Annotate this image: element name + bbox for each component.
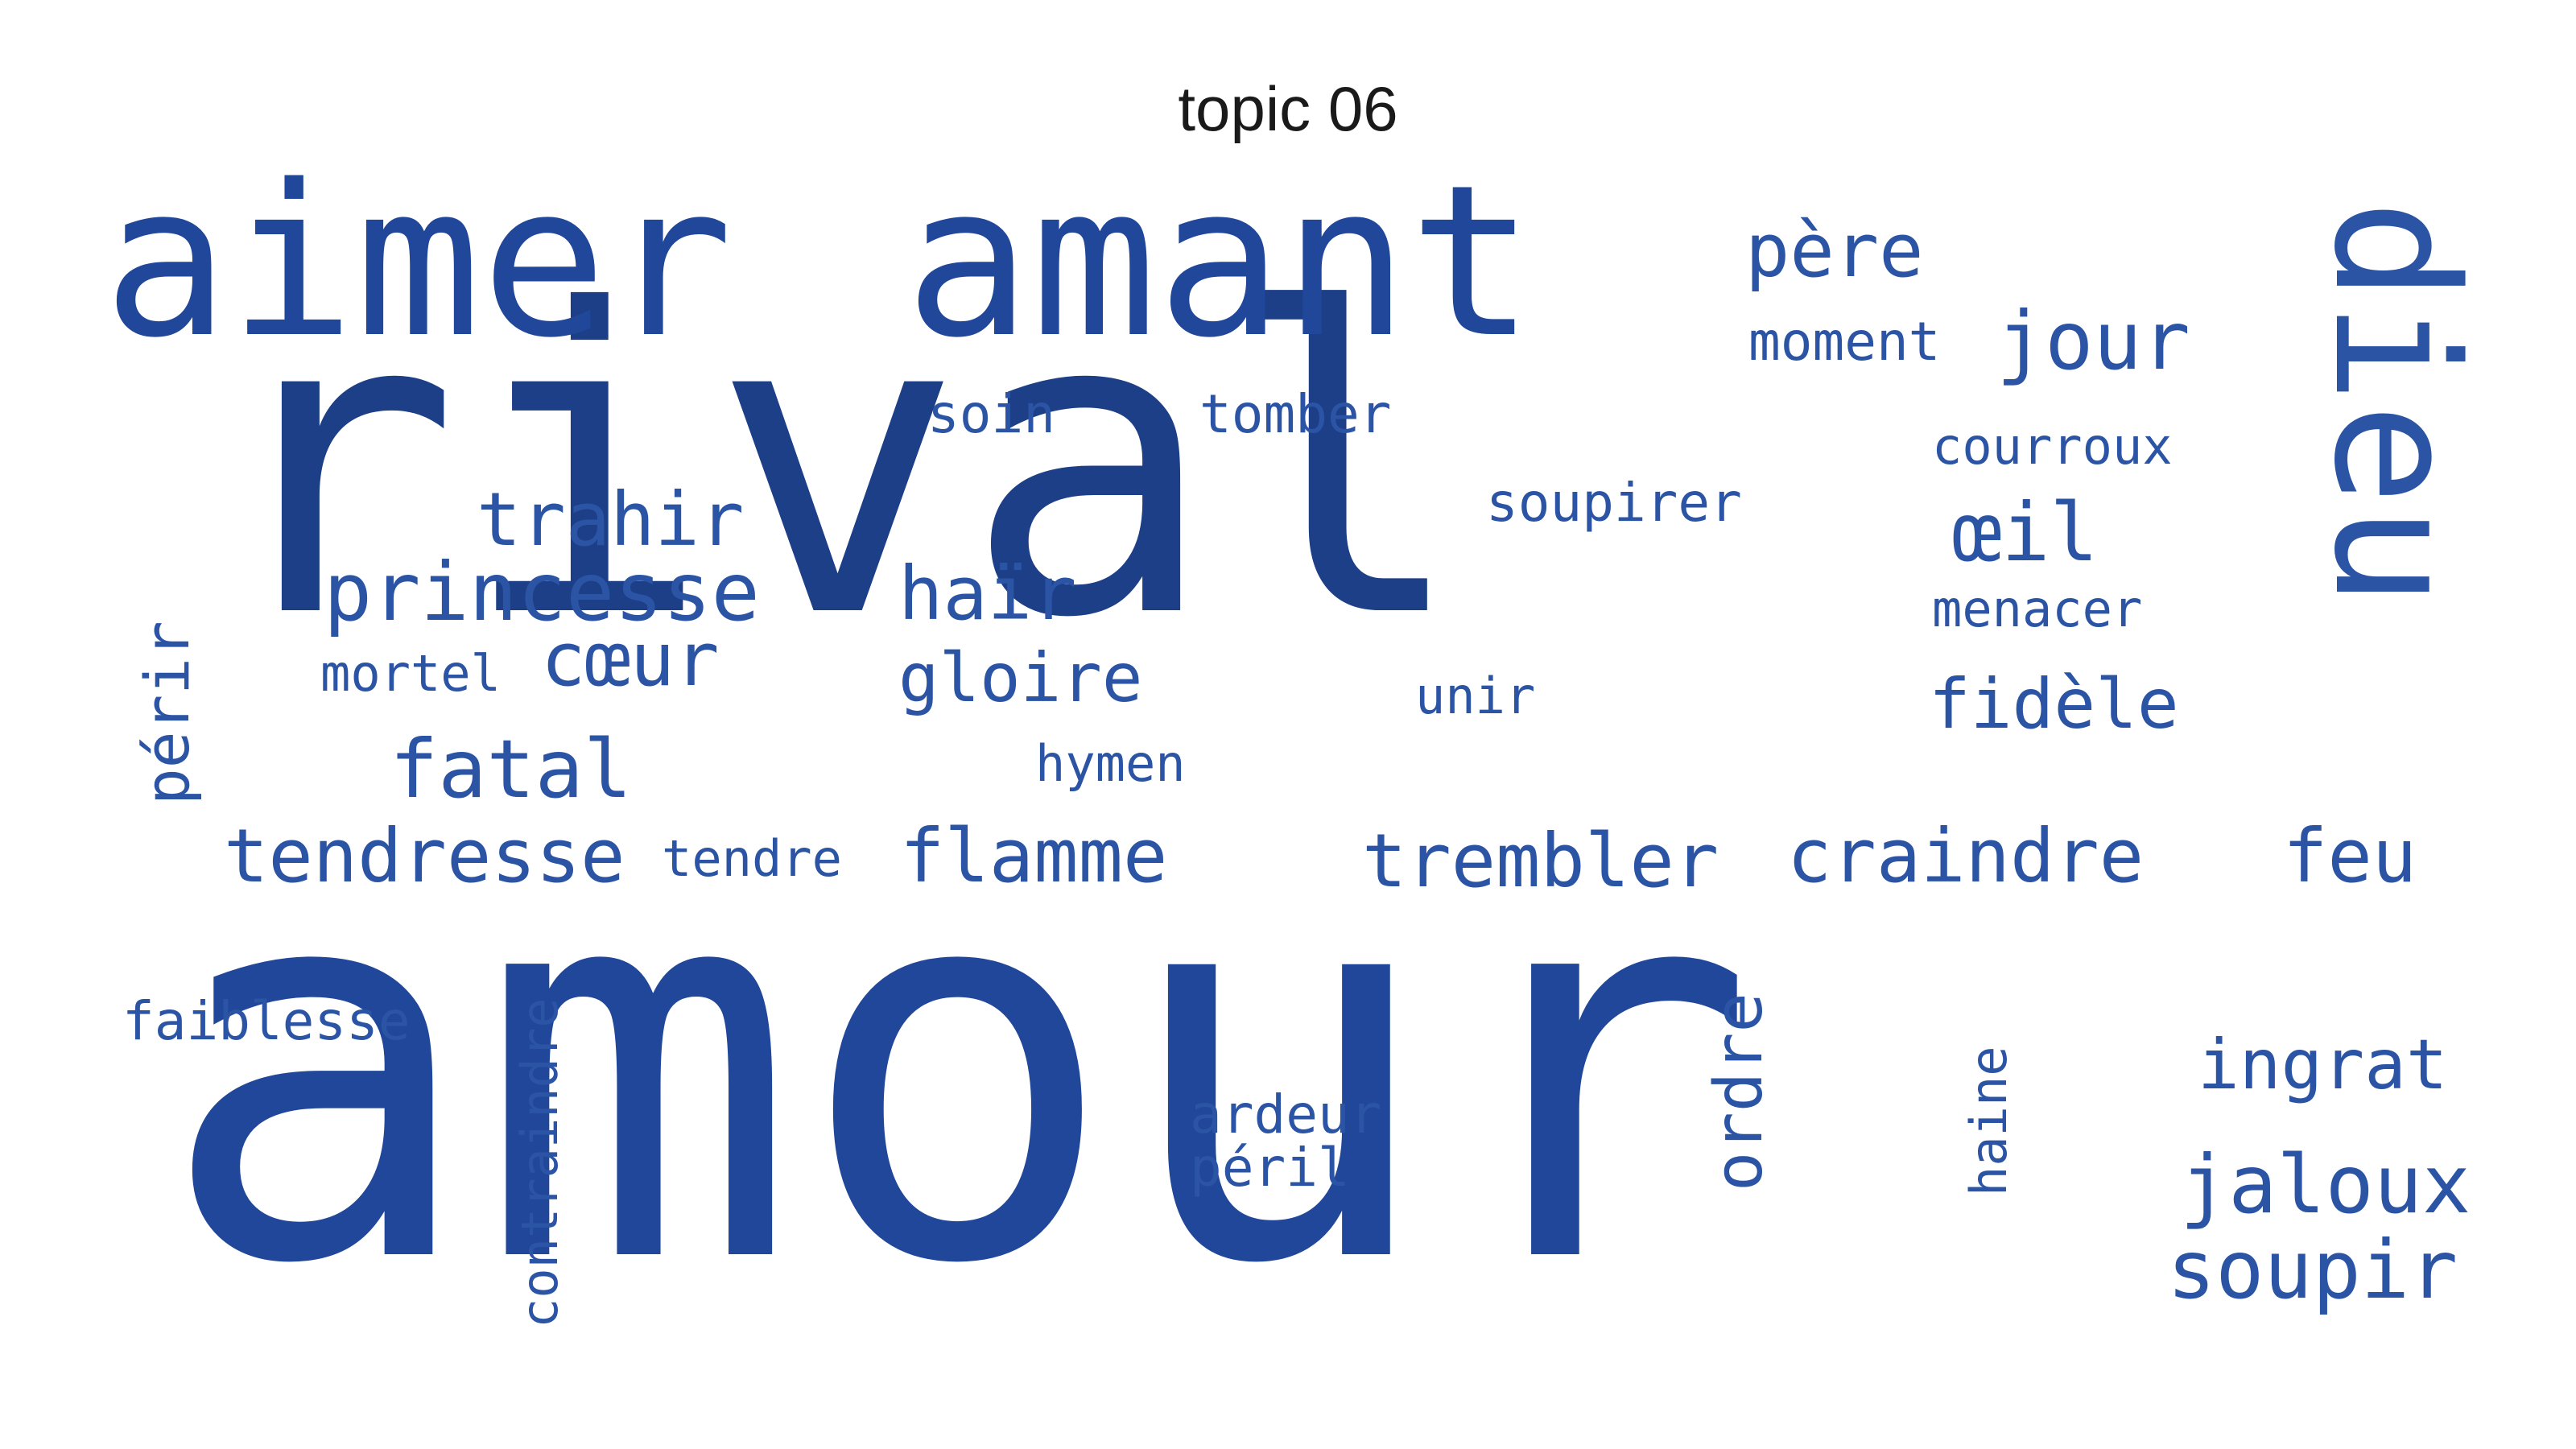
- cloud-word-9: soin: [927, 383, 1055, 445]
- cloud-word-21: unir: [1415, 667, 1536, 725]
- cloud-word-23: périr: [131, 621, 203, 805]
- cloud-word-5: dieu: [2297, 200, 2494, 607]
- cloud-word-13: trahir: [477, 477, 745, 563]
- cloud-word-2: rival: [208, 221, 1468, 709]
- cloud-word-15: princesse: [324, 545, 760, 639]
- cloud-word-14: œil: [1953, 485, 2099, 580]
- cloud-word-31: feu: [2283, 813, 2417, 899]
- cloud-word-8: jour: [1996, 294, 2190, 388]
- cloud-word-3: aimer: [103, 141, 733, 384]
- cloud-word-25: hymen: [1035, 734, 1186, 793]
- cloud-word-40: soupir: [2167, 1223, 2458, 1317]
- cloud-word-28: flamme: [900, 813, 1168, 899]
- cloud-word-33: contraindre: [510, 997, 569, 1328]
- cloud-word-11: courroux: [1932, 417, 2173, 476]
- cloud-word-10: tomber: [1199, 383, 1392, 445]
- cloud-word-17: menacer: [1932, 580, 2143, 638]
- cloud-word-29: trembler: [1362, 818, 1719, 904]
- cloud-word-18: cœur: [541, 617, 720, 703]
- cloud-word-22: fidèle: [1929, 664, 2179, 745]
- cloud-word-36: haine: [1959, 1046, 2018, 1196]
- cloud-word-37: ardeur: [1190, 1084, 1382, 1146]
- cloud-word-16: haïr: [898, 551, 1077, 637]
- cloud-word-26: tendresse: [224, 813, 625, 899]
- cloud-word-30: craindre: [1787, 813, 2145, 899]
- cloud-word-34: ordre: [1701, 993, 1777, 1191]
- cloud-word-12: soupirer: [1486, 472, 1742, 534]
- cloud-word-27: tendre: [662, 829, 842, 888]
- cloud-word-19: mortel: [320, 644, 501, 703]
- cloud-word-20: gloire: [898, 638, 1143, 717]
- cloud-word-7: moment: [1748, 311, 1941, 373]
- cloud-word-24: fatal: [390, 722, 633, 816]
- cloud-word-32: faiblesse: [122, 990, 411, 1052]
- cloud-word-35: ingrat: [2198, 1025, 2448, 1105]
- chart-title: topic 06: [1178, 73, 1398, 144]
- cloud-word-39: péril: [1190, 1137, 1350, 1199]
- cloud-word-38: jaloux: [2180, 1137, 2471, 1232]
- cloud-word-4: amant: [905, 141, 1535, 384]
- cloud-word-1: amour: [158, 761, 1757, 1380]
- cloud-word-6: père: [1745, 208, 1924, 294]
